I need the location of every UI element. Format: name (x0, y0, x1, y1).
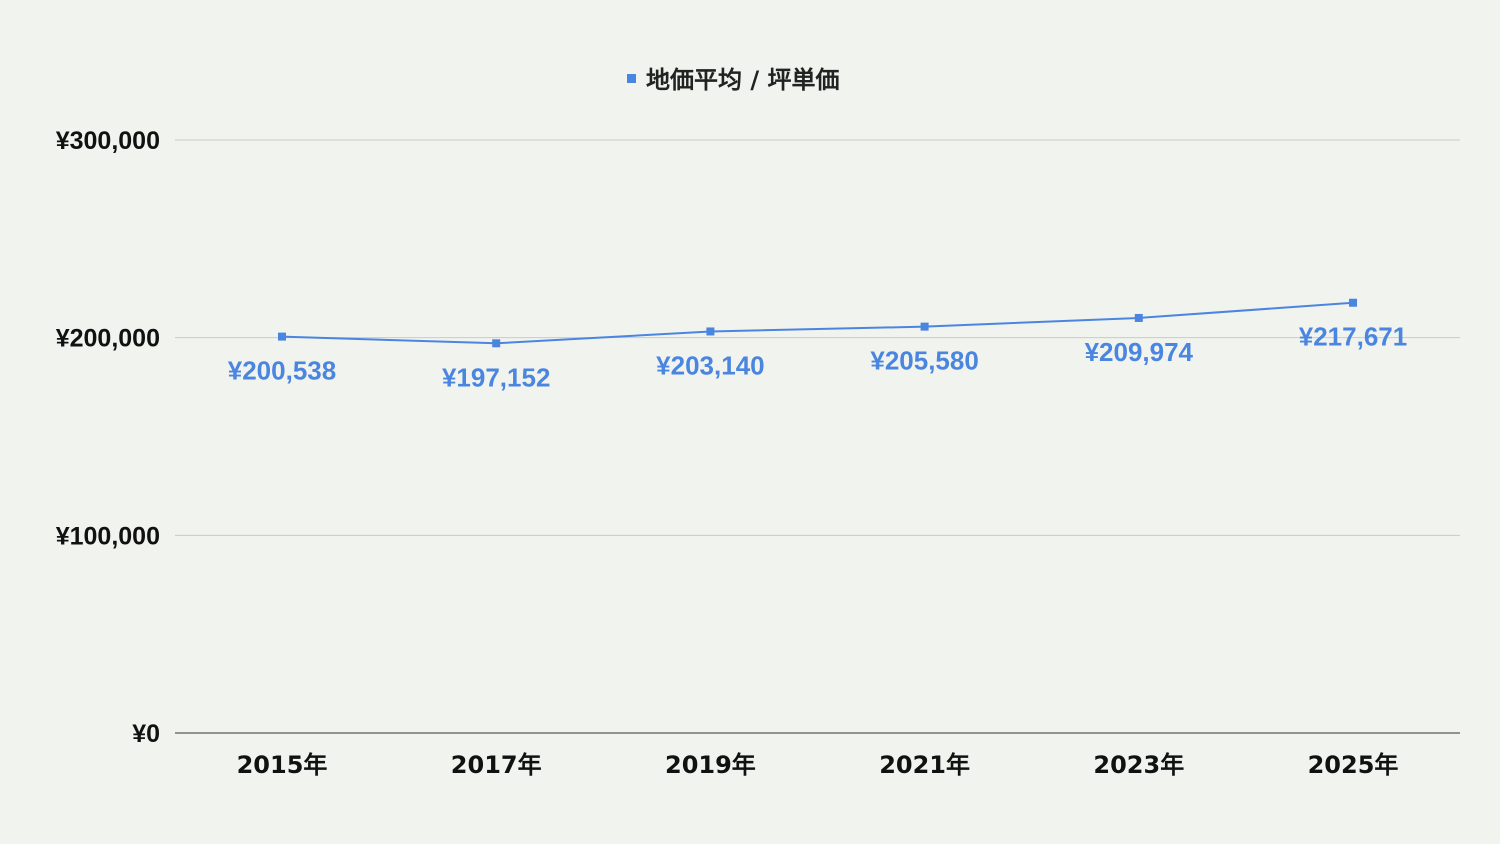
gridlines (175, 139, 1460, 734)
data-point-marker (1349, 298, 1357, 307)
y-tick-label: ¥300,000 (56, 127, 160, 155)
data-label: ¥200,538 (228, 356, 336, 386)
y-tick-label: ¥200,000 (56, 325, 160, 353)
legend-swatch (627, 74, 636, 83)
x-tick-label: 2015年 (237, 751, 328, 779)
x-tick-label: 2019年 (665, 751, 756, 779)
data-point-marker (492, 339, 501, 348)
x-axis-ticks: 2015年 2017年 2019年 2021年 2023年 2025年 (237, 751, 1399, 779)
legend-label: 地価平均 / 坪単価 (646, 66, 839, 94)
data-label: ¥217,671 (1299, 322, 1407, 352)
data-point-marker (1134, 313, 1143, 322)
series-line (281, 301, 1354, 345)
x-tick-label: 2021年 (879, 751, 970, 779)
data-label: ¥209,974 (1085, 337, 1194, 367)
data-label: ¥203,140 (656, 350, 764, 380)
y-tick-label: ¥0 (132, 720, 160, 748)
data-point-marker (278, 332, 286, 341)
x-tick-label: 2025年 (1308, 751, 1399, 779)
data-point-marker (920, 322, 929, 331)
x-tick-label: 2017年 (451, 751, 542, 779)
x-tick-label: 2023年 (1093, 751, 1184, 779)
series-line-group (278, 298, 1357, 348)
data-point-marker (706, 327, 715, 336)
y-tick-label: ¥100,000 (56, 522, 160, 550)
data-labels: ¥200,538 ¥197,152 ¥203,140 ¥205,580 ¥209,974… (228, 322, 1407, 393)
data-label: ¥205,580 (870, 346, 978, 376)
legend: 地価平均 / 坪単価 (627, 66, 839, 94)
data-label: ¥197,152 (442, 362, 550, 392)
y-axis-ticks: ¥0 ¥100,000 ¥200,000 ¥300,000 (56, 127, 160, 748)
